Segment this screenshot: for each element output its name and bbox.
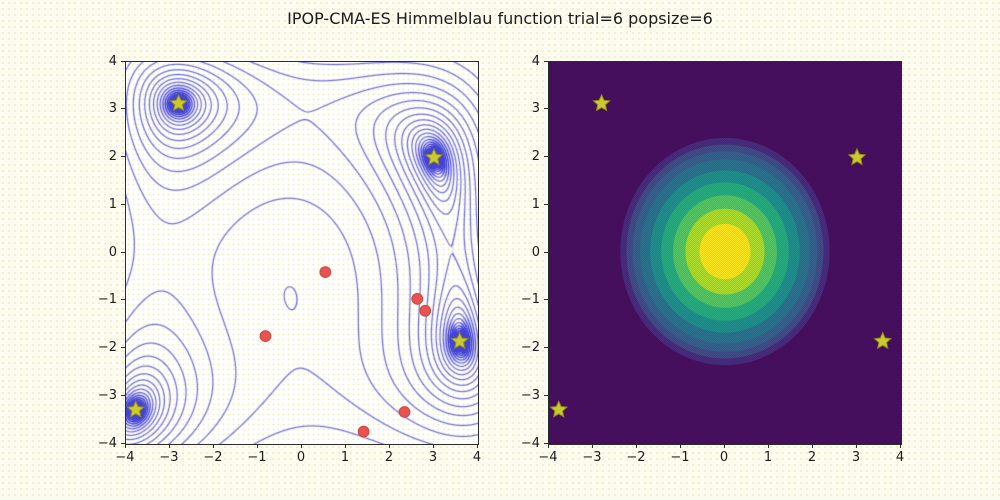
y-tick-mark bbox=[121, 108, 125, 110]
x-tick-mark bbox=[344, 444, 346, 448]
y-tick-mark bbox=[544, 251, 548, 253]
y-tick-mark bbox=[121, 251, 125, 253]
x-tick-mark bbox=[679, 444, 681, 448]
x-tick-mark bbox=[256, 444, 258, 448]
y-tick-label: 1 bbox=[531, 196, 540, 212]
x-tick-mark bbox=[811, 444, 813, 448]
y-tick-label: −4 bbox=[97, 435, 117, 451]
y-tick-label: 2 bbox=[531, 149, 540, 164]
x-tick-mark bbox=[635, 444, 637, 448]
y-tick-mark bbox=[121, 442, 125, 444]
x-tick-label: 1 bbox=[340, 450, 350, 465]
minimum-star-marker bbox=[424, 147, 444, 166]
x-tick-label: −2 bbox=[626, 450, 646, 465]
x-tick-mark bbox=[168, 444, 170, 448]
y-tick-label: 3 bbox=[108, 101, 117, 117]
x-tick-mark bbox=[855, 444, 857, 448]
minimum-star-marker bbox=[592, 93, 611, 112]
x-tick-mark bbox=[591, 444, 593, 448]
x-tick-label: 1 bbox=[763, 450, 773, 465]
dither-texture-overlay bbox=[549, 62, 901, 444]
y-tick-mark bbox=[544, 442, 548, 444]
left-plot-markers bbox=[126, 93, 470, 438]
y-tick-label: −4 bbox=[520, 435, 540, 451]
left-contour-plot bbox=[125, 61, 479, 445]
y-tick-mark bbox=[121, 60, 125, 62]
x-tick-label: −3 bbox=[582, 450, 602, 465]
x-tick-mark bbox=[547, 444, 549, 448]
minimum-star-marker bbox=[169, 93, 188, 112]
y-tick-label: −3 bbox=[520, 387, 540, 403]
y-tick-mark bbox=[544, 299, 548, 301]
x-tick-label: 3 bbox=[428, 450, 438, 465]
right-distribution-plot bbox=[548, 61, 902, 445]
x-tick-mark bbox=[124, 444, 126, 448]
x-tick-label: 2 bbox=[384, 450, 394, 465]
y-tick-label: 4 bbox=[108, 53, 117, 69]
population-sample-marker bbox=[259, 330, 272, 342]
x-tick-mark bbox=[767, 444, 769, 448]
x-tick-label: −4 bbox=[538, 450, 558, 465]
x-tick-label: 0 bbox=[719, 450, 729, 465]
population-sample-marker bbox=[357, 425, 370, 438]
x-tick-mark bbox=[899, 444, 901, 448]
y-tick-mark bbox=[544, 394, 548, 396]
x-tick-mark bbox=[300, 444, 302, 448]
x-tick-mark bbox=[388, 444, 390, 448]
x-tick-label: 4 bbox=[895, 450, 905, 465]
x-tick-mark bbox=[432, 444, 434, 448]
y-tick-mark bbox=[544, 108, 548, 110]
x-tick-label: −3 bbox=[159, 450, 179, 465]
y-tick-label: −2 bbox=[97, 340, 117, 355]
y-tick-mark bbox=[121, 203, 125, 205]
y-tick-mark bbox=[544, 203, 548, 205]
y-tick-label: 0 bbox=[531, 244, 540, 260]
y-tick-mark bbox=[544, 156, 548, 157]
x-tick-label: 4 bbox=[472, 450, 482, 465]
figure-title: IPOP-CMA-ES Himmelblau function trial=6 … bbox=[287, 9, 713, 28]
x-tick-label: −1 bbox=[247, 450, 267, 465]
y-tick-mark bbox=[121, 156, 125, 157]
y-tick-label: 3 bbox=[531, 101, 540, 117]
minimum-star-marker bbox=[549, 399, 569, 418]
distribution-svg bbox=[549, 62, 901, 444]
y-tick-label: −3 bbox=[97, 387, 117, 403]
x-tick-label: 0 bbox=[296, 450, 306, 465]
y-tick-label: 1 bbox=[108, 196, 117, 212]
x-tick-label: −4 bbox=[115, 450, 135, 465]
y-tick-mark bbox=[544, 60, 548, 62]
x-tick-label: 2 bbox=[807, 450, 817, 465]
y-tick-label: 2 bbox=[108, 149, 117, 164]
y-tick-mark bbox=[121, 299, 125, 301]
x-tick-label: 3 bbox=[851, 450, 861, 465]
himmelblau-contour-canvas bbox=[126, 62, 478, 444]
x-tick-mark bbox=[476, 444, 478, 448]
population-sample-marker bbox=[419, 304, 432, 317]
minimum-star-marker bbox=[873, 331, 893, 350]
y-tick-label: 4 bbox=[531, 53, 540, 69]
y-tick-label: −2 bbox=[520, 340, 540, 355]
y-tick-label: −1 bbox=[520, 292, 540, 308]
y-tick-mark bbox=[544, 347, 548, 348]
x-tick-mark bbox=[723, 444, 725, 448]
minimum-star-marker bbox=[847, 147, 867, 166]
population-sample-marker bbox=[411, 292, 424, 305]
x-tick-label: −1 bbox=[670, 450, 690, 465]
minimum-star-marker bbox=[126, 399, 146, 418]
y-tick-label: −1 bbox=[97, 292, 117, 308]
population-sample-marker bbox=[398, 406, 411, 418]
y-tick-mark bbox=[121, 347, 125, 348]
population-sample-marker bbox=[319, 266, 332, 279]
y-tick-mark bbox=[121, 394, 125, 396]
y-tick-label: 0 bbox=[108, 244, 117, 260]
x-tick-label: −2 bbox=[203, 450, 223, 465]
x-tick-mark bbox=[212, 444, 214, 448]
minimum-star-marker bbox=[450, 331, 470, 350]
